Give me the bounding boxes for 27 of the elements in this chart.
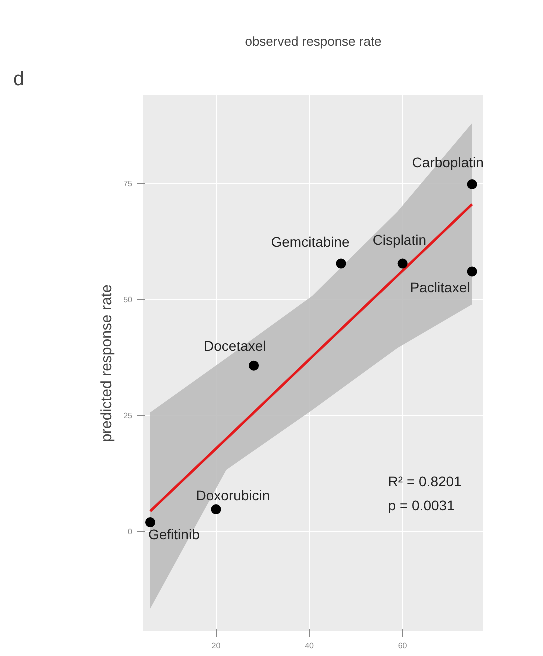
x-tick-label: 60 [398, 642, 408, 650]
annotation: p = 0.0031 [388, 498, 456, 514]
point [211, 504, 222, 515]
point [467, 266, 478, 277]
y-tick-label: 25 [124, 411, 134, 420]
x-tick-label: 40 [305, 642, 315, 650]
annotation: Gefitinib [148, 526, 200, 543]
point [145, 518, 156, 528]
y-tick-label: 75 [124, 180, 134, 189]
annotation: R² = 0.8201 [388, 473, 462, 490]
point [398, 258, 408, 269]
point [336, 258, 346, 269]
text: d [14, 68, 25, 90]
annotation: Paclitaxel [410, 280, 470, 296]
y-tick-label: 50 [124, 296, 134, 305]
point [467, 180, 478, 190]
annotation: Cisplatin [372, 232, 427, 248]
y-axis-title: predicted response rate [98, 284, 116, 442]
annotation: Carboplatin [412, 154, 484, 171]
chart-title: observed response rate [245, 34, 382, 49]
annotation: Doxorubicin [196, 488, 270, 504]
line-series [149, 203, 474, 513]
x-tick-label: 20 [212, 642, 222, 650]
point [249, 360, 260, 371]
y-tick-label: 0 [128, 527, 134, 536]
annotation: Docetaxel [204, 338, 266, 354]
annotation: Gemcitabine [271, 234, 350, 250]
